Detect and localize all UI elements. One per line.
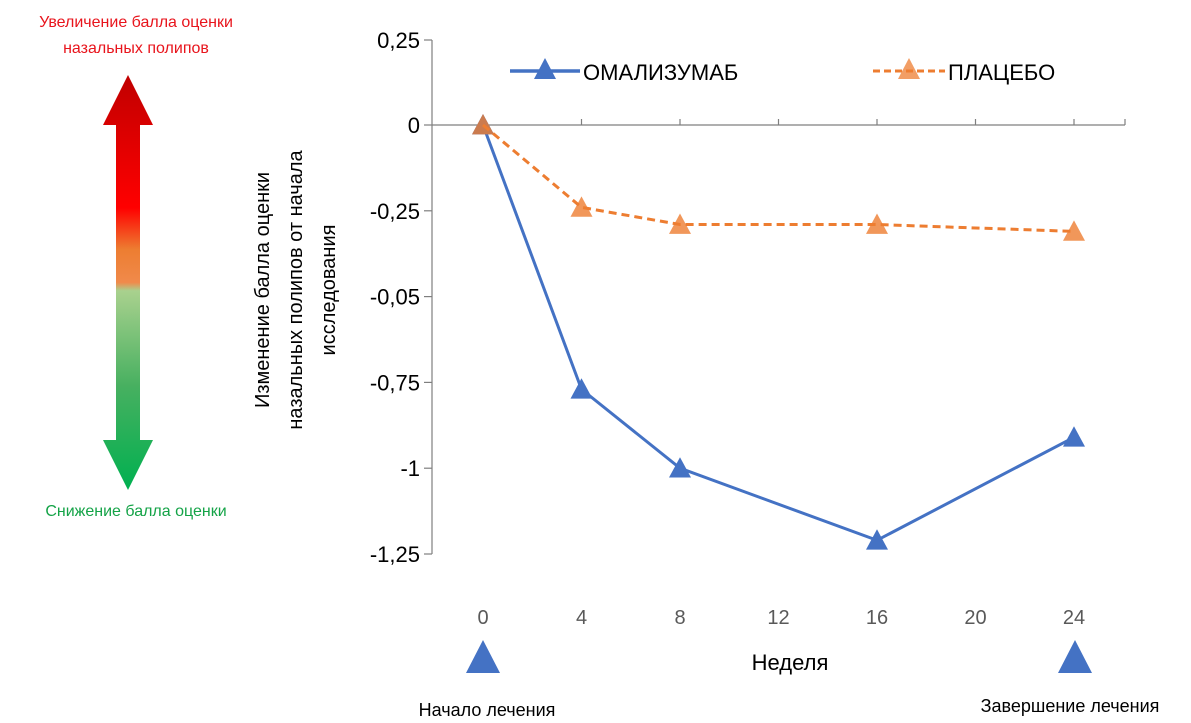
y-axis-title-line3: исследования <box>318 225 340 356</box>
legend-label-placebo: ПЛАЦЕБО <box>948 60 1055 85</box>
treatment-end-label: Завершение лечения <box>981 696 1160 716</box>
x-tick-label: 20 <box>964 607 986 629</box>
y-tick-label: 0,25 <box>377 28 420 53</box>
y-tick-label: -1 <box>400 456 420 481</box>
y-tick-label: 0 <box>408 113 420 138</box>
x-tick-label: 8 <box>674 607 685 629</box>
data-point-omalizumab <box>1063 426 1085 447</box>
double-arrow-icon <box>103 75 153 490</box>
y-tick-label: -0,25 <box>370 199 420 224</box>
y-tick-label: -1,25 <box>370 542 420 567</box>
legend: ОМАЛИЗУМАБ ПЛАЦЕБО <box>510 58 1055 85</box>
y-axis-title: Изменение балла оценки назальных полипов… <box>252 149 340 429</box>
treatment-start-marker-icon <box>466 640 500 673</box>
x-tick-label: 16 <box>866 607 888 629</box>
x-ticks: 0 4 8 12 16 20 24 <box>477 119 1126 629</box>
decrease-label: Снижение балла оценки <box>45 503 226 520</box>
legend-marker-omalizumab <box>534 58 556 79</box>
x-tick-label: 12 <box>767 607 789 629</box>
y-tick-label: -0,05 <box>370 285 420 310</box>
data-point-placebo <box>866 213 888 234</box>
increase-label-line1: Увеличение балла оценки <box>39 14 233 31</box>
data-point-omalizumab <box>570 378 593 399</box>
x-tick-label: 0 <box>477 607 488 629</box>
increase-label-line2: назальных полипов <box>63 40 209 57</box>
treatment-start-label: Начало лечения <box>419 700 556 720</box>
legend-label-omalizumab: ОМАЛИЗУМАБ <box>583 60 738 85</box>
legend-marker-placebo <box>898 58 920 79</box>
series-layer <box>472 114 1085 550</box>
data-point-placebo <box>669 213 691 234</box>
data-point-placebo <box>570 196 593 217</box>
y-ticks: 0,25 0 -0,25 -0,05 -0,75 -1 -1,25 <box>370 28 432 567</box>
series-line-omalizumab <box>481 124 1075 542</box>
x-tick-label: 4 <box>576 607 587 629</box>
x-tick-label: 24 <box>1063 607 1085 629</box>
y-tick-label: -0,75 <box>370 370 420 395</box>
data-point-omalizumab <box>866 529 888 550</box>
data-point-placebo <box>1063 220 1085 241</box>
x-axis-title: Неделя <box>752 650 829 675</box>
data-point-omalizumab <box>669 457 691 478</box>
data-point-placebo <box>472 114 494 135</box>
treatment-end-marker-icon <box>1058 640 1092 673</box>
y-axis-title-line2: назальных полипов от начала <box>285 149 307 429</box>
score-indicator: Увеличение балла оценки назальных полипо… <box>39 14 233 520</box>
y-axis-title-line1: Изменение балла оценки <box>252 172 274 408</box>
